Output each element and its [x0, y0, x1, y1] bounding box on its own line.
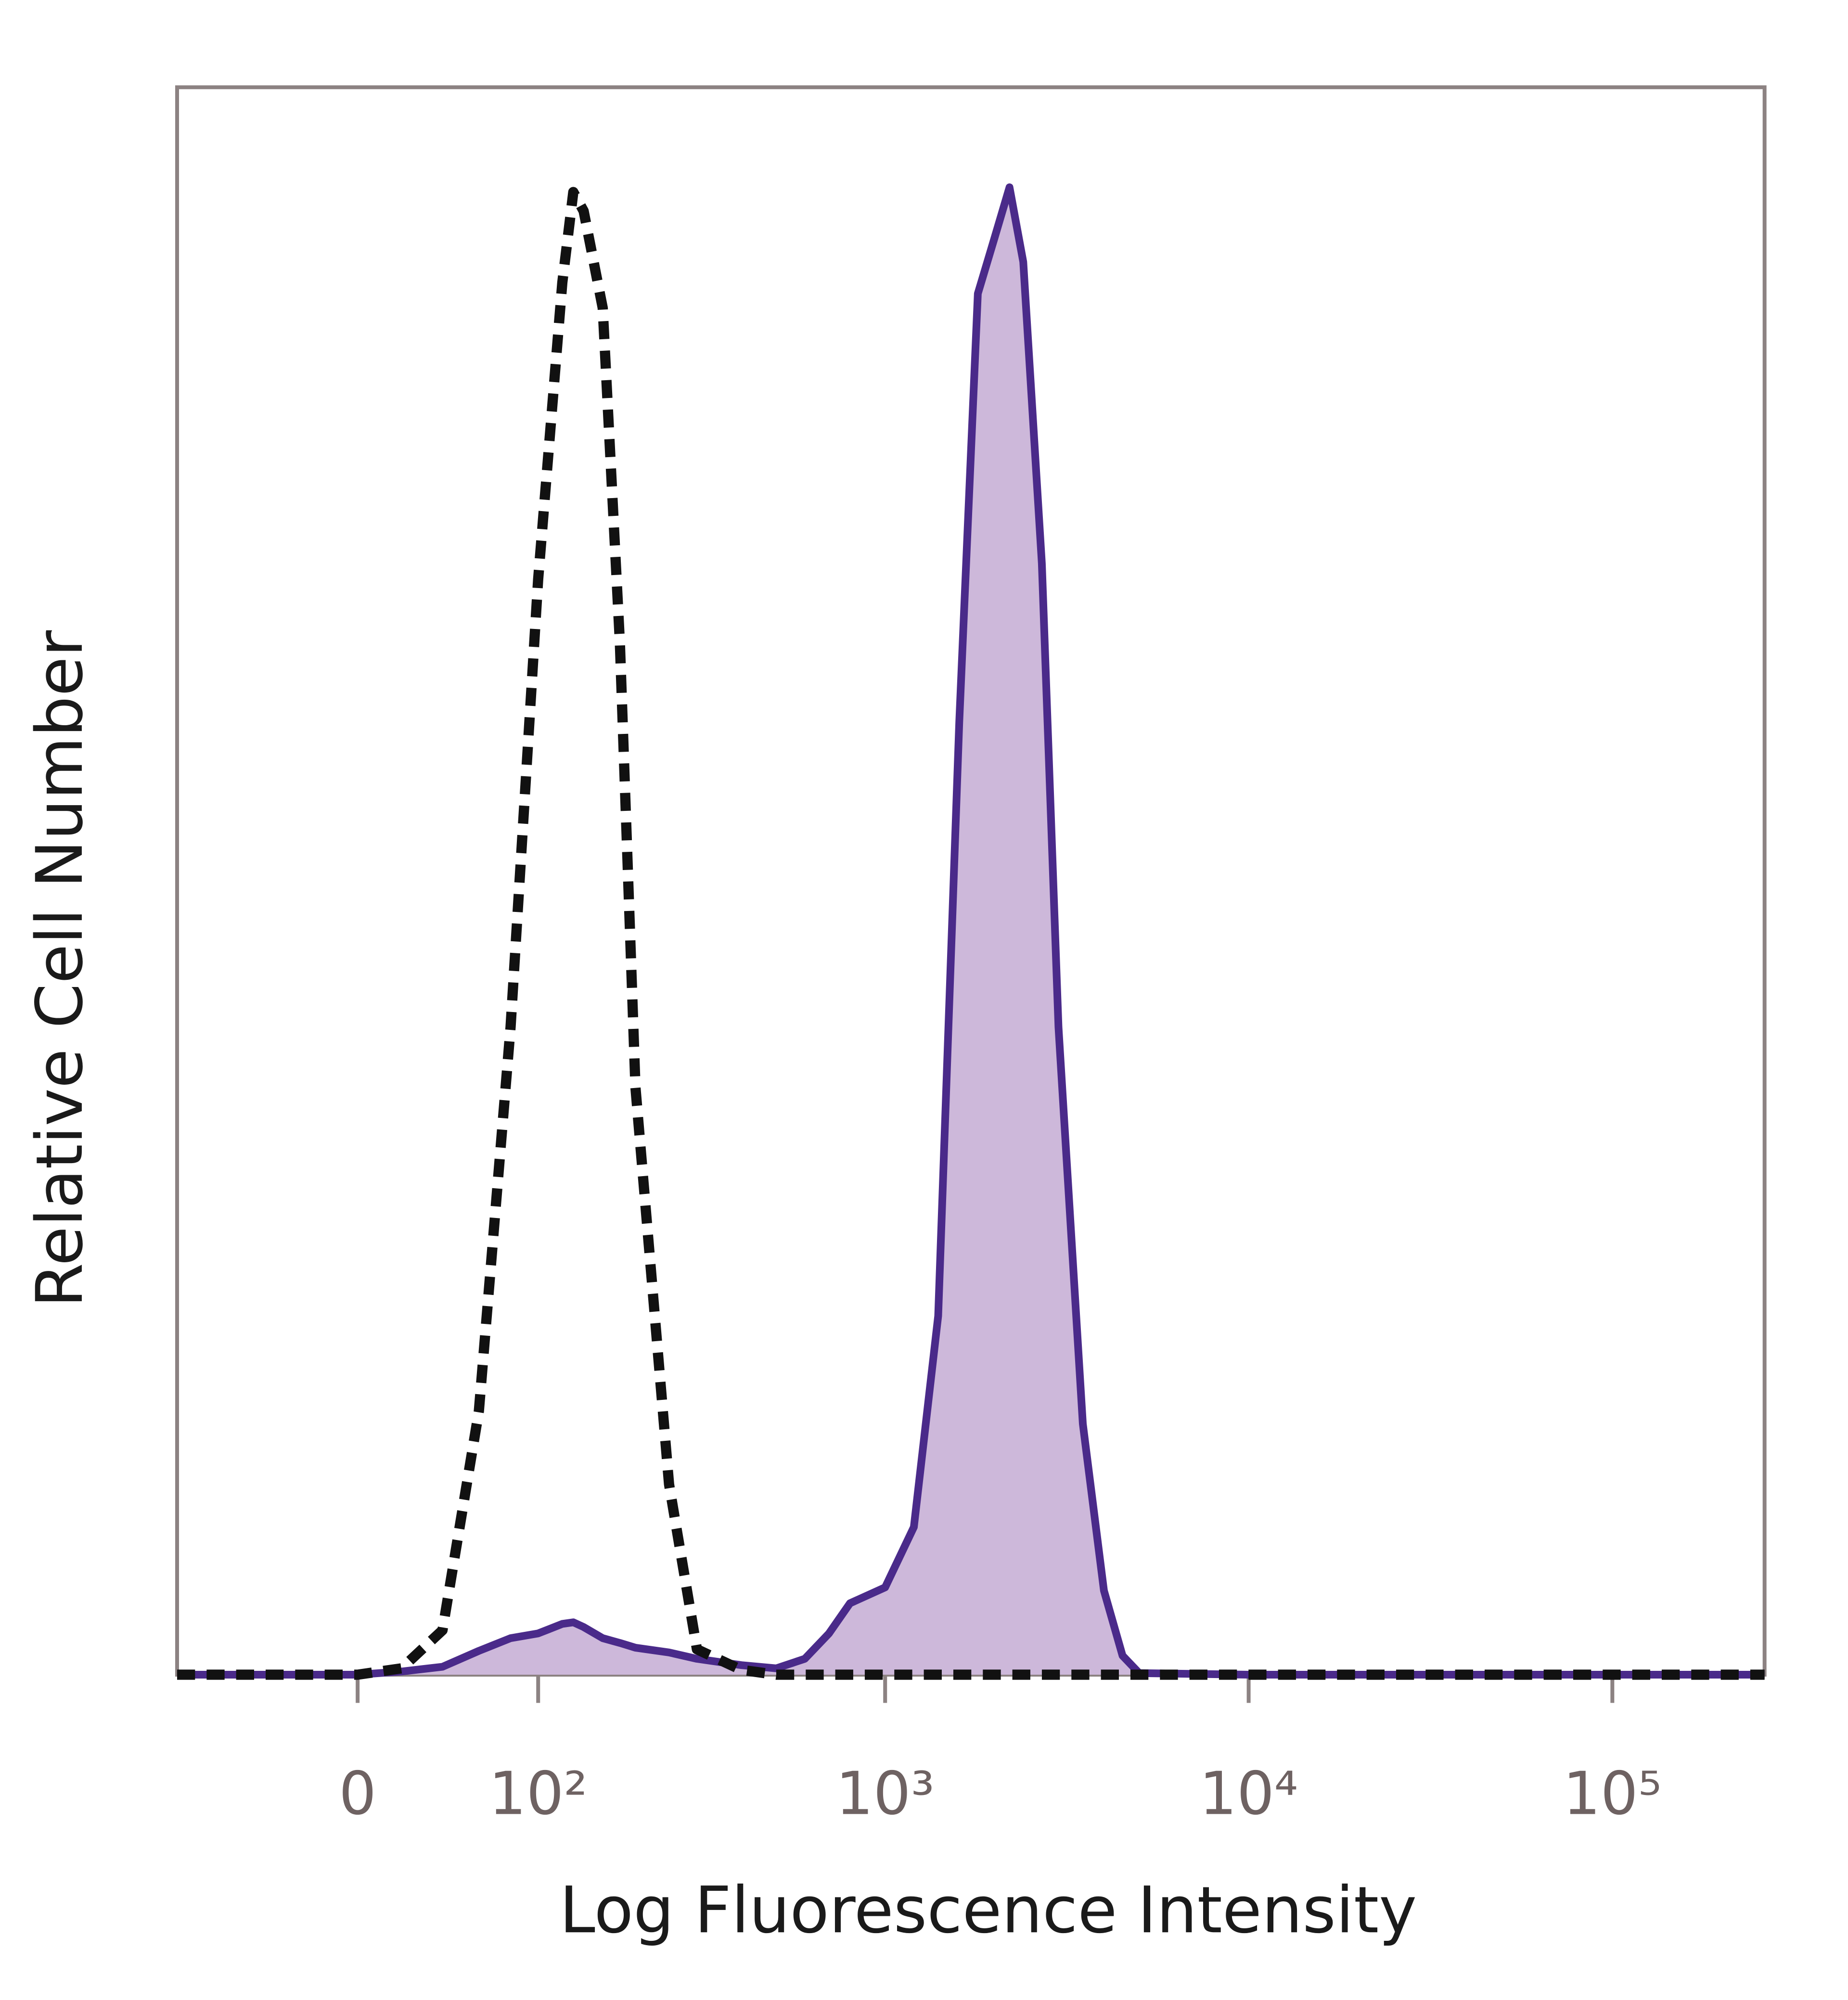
series-line — [177, 187, 1765, 1680]
x-axis-title: Log Fluorescence Intensity — [560, 1873, 1417, 1948]
x-tick-label: 10⁴ — [1199, 1759, 1298, 1828]
x-tick-label: 10⁵ — [1563, 1759, 1662, 1828]
series-area — [177, 187, 1765, 1675]
y-axis-title: Relative Cell Number — [23, 630, 97, 1308]
x-tick-label: 0 — [339, 1759, 376, 1828]
x-tick-label: 10² — [489, 1759, 588, 1828]
x-tick-label: 10³ — [836, 1759, 935, 1828]
series-line — [177, 183, 1765, 1679]
